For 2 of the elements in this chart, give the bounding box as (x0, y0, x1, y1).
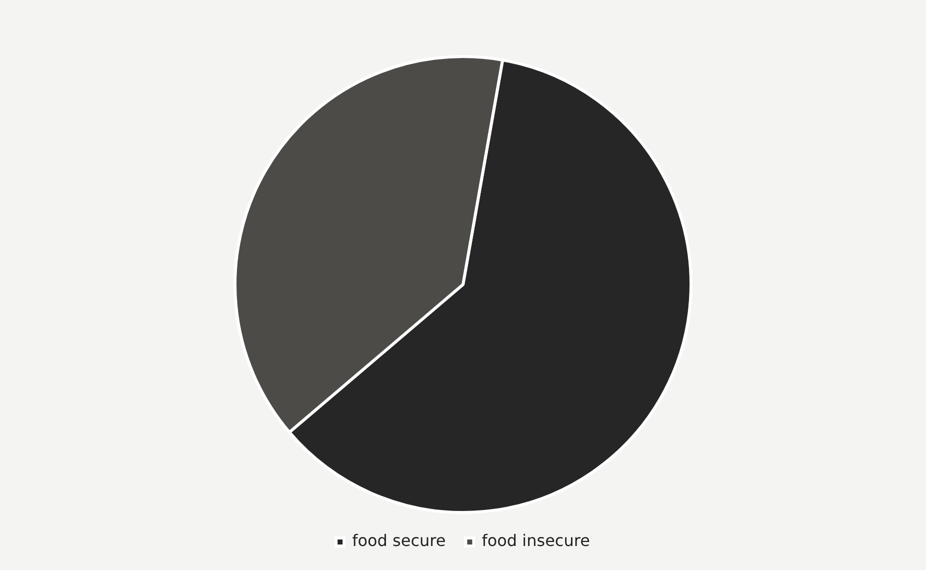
legend-label: food insecure (482, 531, 590, 550)
legend-label: food secure (352, 531, 446, 550)
